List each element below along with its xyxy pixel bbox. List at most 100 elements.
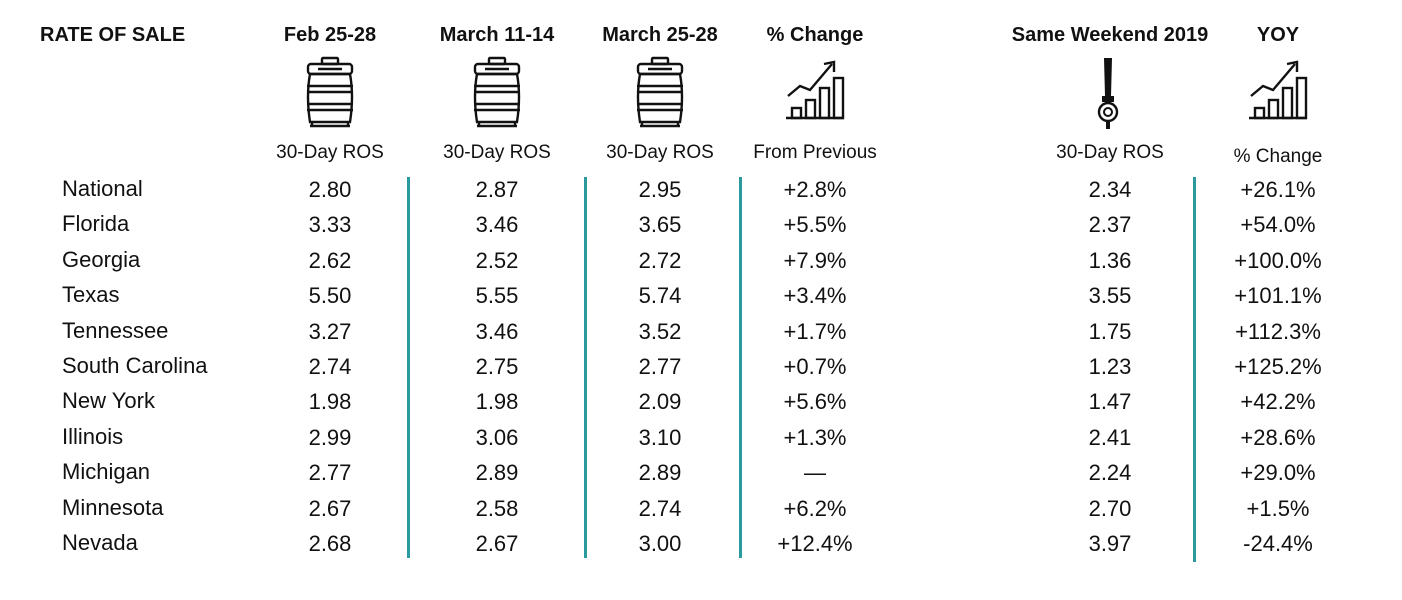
table-cell: +5.6% — [783, 389, 847, 415]
growth-chart-icon — [784, 56, 846, 127]
row-label: National — [62, 176, 143, 201]
table-cell: 3.06 — [475, 424, 519, 450]
table-cell: 3.46 — [475, 318, 519, 344]
table-cell: 3.33 — [308, 212, 352, 238]
table-cell: +1.7% — [783, 318, 847, 344]
table-cell: 2.74 — [308, 354, 352, 379]
row-label: Tennessee — [62, 317, 169, 343]
growth-chart-icon — [1247, 56, 1309, 127]
table-cell: +7.9% — [783, 247, 847, 273]
row-label: Florida — [62, 211, 130, 237]
column-subheader-pct: From Previous — [753, 142, 877, 163]
row-label: New York — [62, 388, 155, 414]
table-cell: 2.58 — [475, 495, 519, 521]
table-cell: 5.50 — [308, 283, 352, 309]
table-cell: 2.89 — [475, 460, 519, 486]
table-cell: 5.55 — [475, 283, 519, 309]
keg-icon — [467, 56, 527, 133]
table-cell: 2.99 — [308, 424, 352, 450]
table-cell: +1.5% — [1246, 495, 1310, 521]
table-cell: 1.23 — [1088, 354, 1132, 379]
table-cell: +1.3% — [783, 424, 847, 450]
keg-icon — [630, 56, 690, 133]
column-subheader-mar11: 30-Day ROS — [443, 142, 551, 163]
table-cell: 2.77 — [638, 354, 682, 379]
table-cell: +2.8% — [783, 177, 847, 202]
table-cell: 2.87 — [475, 177, 519, 202]
table-cell: +6.2% — [783, 495, 847, 521]
column-divider — [739, 177, 742, 558]
column-header-pct: % Change — [766, 24, 864, 46]
table-cell: 3.65 — [638, 212, 682, 238]
table-cell: +100.0% — [1234, 247, 1322, 273]
row-label: Minnesota — [62, 494, 164, 520]
column-subheader-mar25: 30-Day ROS — [606, 142, 714, 163]
table-cell: 1.98 — [475, 389, 519, 415]
row-label: Georgia — [62, 246, 141, 272]
table-cell: 2.75 — [475, 354, 519, 379]
table-cell: 3.10 — [638, 424, 682, 450]
column-divider — [1193, 177, 1196, 562]
table-cell: 2.37 — [1088, 212, 1132, 238]
table-cell: +26.1% — [1240, 177, 1316, 202]
row-label: Michigan — [62, 459, 151, 485]
table-cell: 2.62 — [308, 247, 352, 273]
table-cell: — — [804, 460, 826, 486]
column-subheader-y2019: 30-Day ROS — [1056, 142, 1164, 163]
column-header-feb: Feb 25-28 — [283, 24, 377, 46]
table-cell: 1.47 — [1088, 389, 1132, 415]
table-cell: 2.52 — [475, 247, 519, 273]
column-header-yoy: YOY — [1256, 24, 1300, 46]
table-cell: 2.77 — [308, 460, 352, 486]
table-cell: +0.7% — [783, 354, 847, 379]
table-cell: 2.80 — [308, 177, 352, 202]
table-cell: +3.4% — [783, 283, 847, 309]
table-cell: -24.4% — [1243, 531, 1313, 556]
column-subheader-yoy: % Change — [1233, 146, 1323, 167]
table-cell: 2.41 — [1088, 424, 1132, 450]
column-header-mar25: March 25-28 — [602, 24, 718, 46]
table-cell: +54.0% — [1240, 212, 1316, 238]
table-cell: +101.1% — [1234, 283, 1322, 309]
table-cell: 5.74 — [638, 283, 682, 309]
column-divider — [407, 177, 410, 558]
table-cell: 2.67 — [308, 495, 352, 521]
table-cell: 3.00 — [638, 531, 682, 556]
table-cell: 2.89 — [638, 460, 682, 486]
row-label: Texas — [62, 282, 120, 308]
table-title: RATE OF SALE — [40, 24, 186, 46]
table-cell: 2.74 — [638, 495, 682, 521]
row-label: Nevada — [62, 530, 138, 555]
table-cell: 2.24 — [1088, 460, 1132, 486]
column-header-y2019: Same Weekend 2019 — [1011, 24, 1209, 46]
table-cell: +5.5% — [783, 212, 847, 238]
table-cell: 1.75 — [1088, 318, 1132, 344]
table-cell: 1.36 — [1088, 247, 1132, 273]
table-cell: 3.97 — [1088, 531, 1132, 556]
table-cell: 2.34 — [1088, 177, 1132, 202]
table-cell: 3.46 — [475, 212, 519, 238]
table-cell: +42.2% — [1240, 389, 1316, 415]
row-label: South Carolina — [62, 353, 208, 378]
column-subheader-feb: 30-Day ROS — [276, 142, 384, 163]
table-cell: 3.27 — [308, 318, 352, 344]
column-divider — [584, 177, 587, 558]
table-cell: 2.72 — [638, 247, 682, 273]
row-label: Illinois — [62, 423, 124, 449]
table-cell: +28.6% — [1240, 424, 1316, 450]
table-cell: +125.2% — [1234, 354, 1322, 379]
table-cell: 2.67 — [475, 531, 519, 556]
keg-icon — [300, 56, 360, 133]
table-cell: +12.4% — [777, 531, 853, 556]
table-cell: 2.09 — [638, 389, 682, 415]
table-cell: +29.0% — [1240, 460, 1316, 486]
table-cell: 2.95 — [638, 177, 682, 202]
table-cell: 2.70 — [1088, 495, 1132, 521]
column-header-mar11: March 11-14 — [439, 24, 555, 46]
table-cell: 1.98 — [308, 389, 352, 415]
table-cell: 2.68 — [308, 531, 352, 556]
table-cell: +112.3% — [1235, 318, 1321, 344]
table-cell: 3.55 — [1088, 283, 1132, 309]
table-cell: 3.52 — [638, 318, 682, 344]
beer-tap-icon — [1093, 56, 1123, 135]
